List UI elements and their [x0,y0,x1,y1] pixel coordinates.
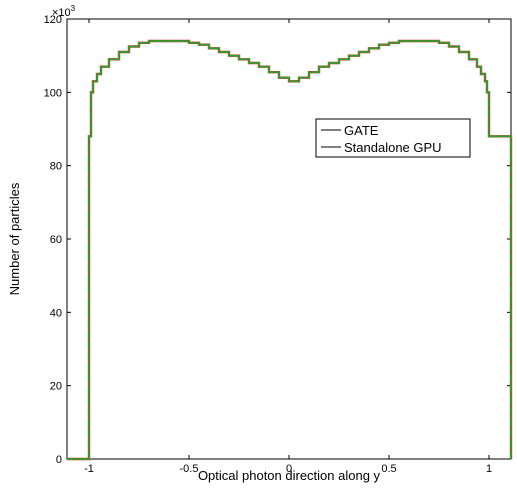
x-axis-label: Optical photon direction along y [198,468,381,483]
y-tick-label: 40 [50,307,62,319]
x-axis-ticks: -1 -0.5 0 0.5 1 [84,19,492,475]
y-axis-ticks: 0 20 40 60 80 100 120 [44,14,511,466]
legend-label-gate: GATE [344,123,379,138]
x-tick-label: 1 [486,463,492,475]
y-axis-multiplier: ×103 [52,4,76,19]
x-tick-label: 0.5 [381,463,396,475]
y-axis-multiplier-exponent: 3 [71,4,76,13]
y-tick-label: 20 [50,381,62,393]
x-tick-label: 0 [286,463,292,475]
y-tick-label: 0 [56,454,62,466]
legend: GATE Standalone GPU [315,118,471,158]
y-tick-label: 100 [44,87,62,99]
series-line-standalone-gpu [67,40,512,460]
data-series [67,39,513,461]
legend-box [315,118,471,158]
y-tick-label: 60 [50,234,62,246]
y-axis-label: Number of particles [7,182,22,295]
legend-label-standalone-gpu: Standalone GPU [344,140,442,155]
x-tick-label: -1 [84,463,94,475]
y-tick-label: 80 [50,161,62,173]
x-tick-label: -0.5 [180,463,199,475]
y-tick-label: 120 [44,14,62,26]
plot-frame [66,18,512,460]
